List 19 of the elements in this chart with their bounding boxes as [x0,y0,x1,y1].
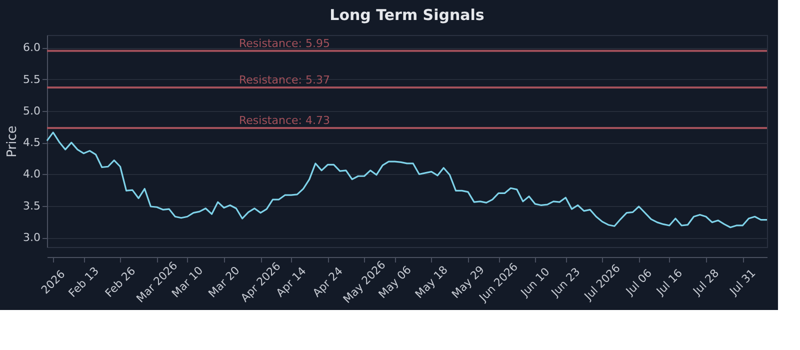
y-tick-label: 4.5 [23,136,40,150]
y-tick-label: 3.0 [23,231,40,244]
ref-line-label: Resistance: 5.95 [239,36,330,50]
x-tick-label: Jul 31 [726,266,758,298]
ref-line-label: Resistance: 4.73 [239,114,330,128]
x-tick-label: Jul 06 [622,266,654,298]
y-tick-label: 3.5 [23,199,40,212]
line-series [46,132,768,228]
y-tick-label: 5.5 [23,72,40,86]
x-tick-label: Jul 28 [690,266,722,298]
chart-title: Long Term Signals [330,6,484,24]
x-tick-label: Feb 13 [66,264,102,300]
y-tick-label: 6.0 [23,41,40,54]
y-tick-label: 4.0 [23,168,40,181]
y-tick-label: 5.0 [23,104,40,118]
x-tick-label: Mar 20 [206,264,242,300]
x-tick-label: Jul 16 [653,266,685,298]
y-axis-title: Price [5,126,20,158]
ref-line-label: Resistance: 5.37 [239,74,330,87]
